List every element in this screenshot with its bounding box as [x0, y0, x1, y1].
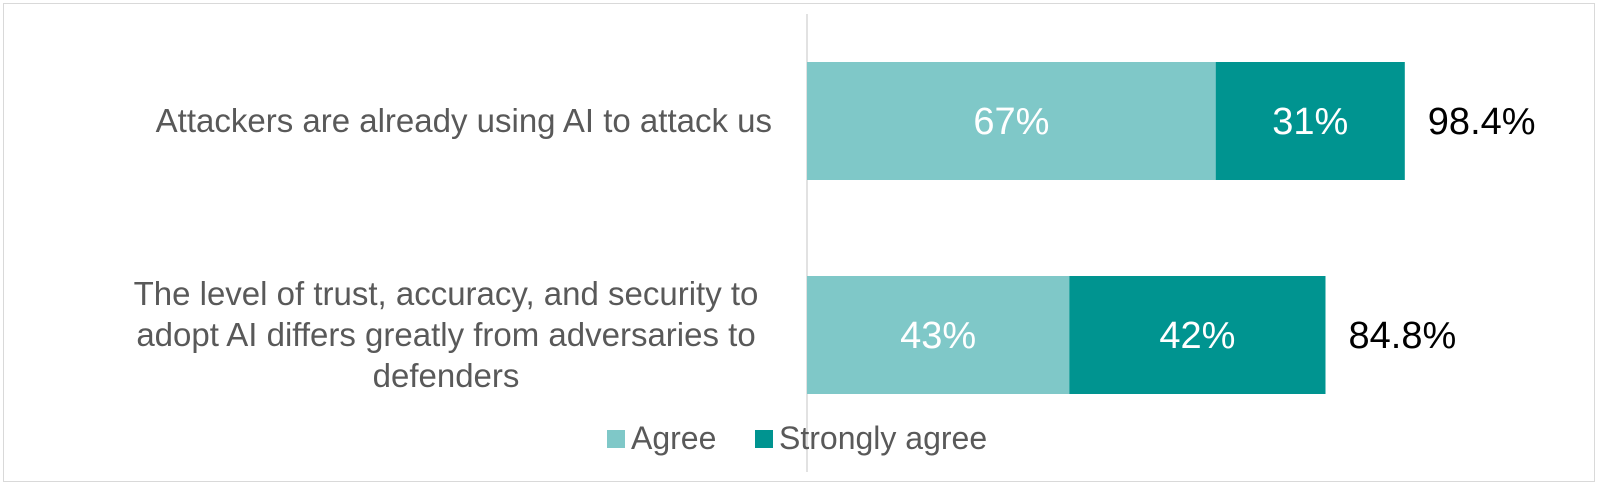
bar-strongly-agree-0	[1215, 62, 1405, 180]
category-label: Attackers are already using AI to attack…	[156, 102, 772, 139]
bar-data-label: 67%	[973, 101, 1049, 143]
category-label: The level of trust, accuracy, and securi…	[134, 275, 759, 312]
category-label: defenders	[373, 357, 520, 394]
legend-label: Strongly agree	[779, 420, 987, 456]
legend-swatch-agree	[607, 430, 625, 448]
total-label: 98.4%	[1428, 101, 1536, 143]
bar-agree-0	[807, 62, 1216, 180]
bars-group: 67% 31% 98.4% 43% 42% 84.8%	[807, 62, 1536, 394]
bar-data-label: 43%	[900, 315, 976, 357]
bar-agree-1	[807, 276, 1070, 394]
legend: Agree Strongly agree	[607, 420, 987, 456]
category-labels-group: Attackers are already using AI to attack…	[134, 102, 772, 394]
category-label: adopt AI differs greatly from adversarie…	[136, 316, 755, 353]
bar-data-label: 31%	[1272, 101, 1348, 143]
bar-strongly-agree-1	[1069, 276, 1326, 394]
legend-swatch-strongly-agree	[755, 430, 773, 448]
total-label: 84.8%	[1349, 315, 1457, 357]
bar-data-label: 42%	[1159, 315, 1235, 357]
legend-label: Agree	[631, 420, 716, 456]
